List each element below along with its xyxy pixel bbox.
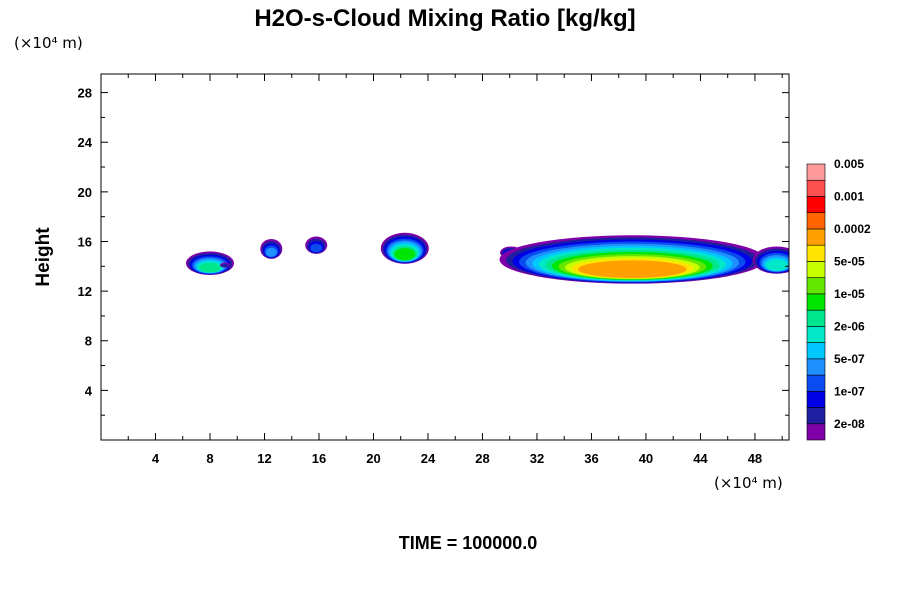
cloud-blob (752, 246, 789, 274)
plot-frame (100, 73, 790, 441)
contour-level (310, 243, 323, 253)
colorbar-label: 2e-06 (834, 319, 865, 333)
colorbar-label: 1e-05 (834, 287, 865, 301)
colorbar-label: 1e-07 (834, 384, 865, 398)
colorbar-swatch (806, 407, 826, 425)
colorbar-swatch (806, 179, 826, 197)
colorbar-label: 0.001 (834, 189, 864, 203)
cloud-blob (219, 262, 230, 268)
y-tick-label: 20 (78, 185, 92, 200)
cloud-blob (260, 239, 283, 259)
colorbar-swatch (806, 228, 826, 246)
y-tick-label: 4 (85, 383, 93, 398)
cloud-blob (305, 236, 328, 254)
x-tick-label: 24 (421, 451, 436, 466)
contour-fill-layer (185, 232, 789, 284)
x-tick-label: 20 (366, 451, 380, 466)
contour-level (199, 262, 221, 273)
colorbar-label: 0.005 (834, 157, 864, 171)
cloud-blob (380, 232, 429, 264)
y-tick-label: 28 (78, 86, 92, 101)
x-tick-label: 8 (206, 451, 213, 466)
colorbar-swatch (806, 196, 826, 214)
contour-level (221, 263, 229, 268)
cloud-blob (499, 235, 766, 284)
x-tick-label: 12 (257, 451, 271, 466)
x-tick-label: 36 (584, 451, 598, 466)
colorbar-label: 5e-07 (834, 352, 865, 366)
x-tick-label: 48 (748, 451, 762, 466)
contour-level (765, 259, 788, 271)
x-tick-label: 16 (312, 451, 326, 466)
y-axis-label: Height (33, 227, 54, 287)
contour-level (394, 248, 416, 261)
y-tick-label: 24 (78, 135, 93, 150)
contour-level (577, 260, 687, 278)
colorbar: 2e-08 1e-07 5e-07 2e-06 1e-05 5e-05 0.0002 0.00… (806, 157, 871, 441)
time-label: TIME = 100000.0 (399, 533, 538, 553)
x-tick-label: 40 (639, 451, 653, 466)
colorbar-swatch (806, 374, 826, 392)
y-tick-label: 8 (85, 334, 92, 349)
colorbar-label: 2e-08 (834, 417, 865, 431)
colorbar-swatch (806, 244, 826, 262)
colorbar-label: 5e-05 (834, 254, 865, 268)
colorbar-label: 0.0002 (834, 222, 871, 236)
colorbar-swatch (806, 326, 826, 343)
x-tick-label: 32 (530, 451, 544, 466)
colorbar-swatch (806, 163, 826, 181)
chart-title: H2O-s-Cloud Mixing Ratio [kg/kg] (254, 5, 635, 32)
x-axis-unit: (×10⁴ m) (714, 474, 783, 492)
colorbar-swatch (806, 342, 826, 360)
contour-level (265, 247, 277, 257)
x-tick-label: 28 (475, 451, 489, 466)
y-tick-label: 12 (78, 284, 92, 299)
colorbar-swatch (806, 390, 826, 408)
cloud-blob (185, 251, 234, 275)
y-tick-label: 16 (78, 234, 92, 249)
colorbar-swatch (806, 358, 826, 376)
colorbar-swatch (806, 212, 826, 230)
colorbar-swatch (806, 309, 826, 327)
colorbar-swatch (806, 261, 826, 278)
x-tick-label: 4 (152, 451, 160, 466)
x-tick-label: 44 (693, 451, 708, 466)
y-axis-unit: (×10⁴ m) (14, 34, 83, 52)
colorbar-swatch (806, 277, 826, 295)
colorbar-swatch (806, 423, 826, 441)
colorbar-swatch (806, 293, 826, 311)
